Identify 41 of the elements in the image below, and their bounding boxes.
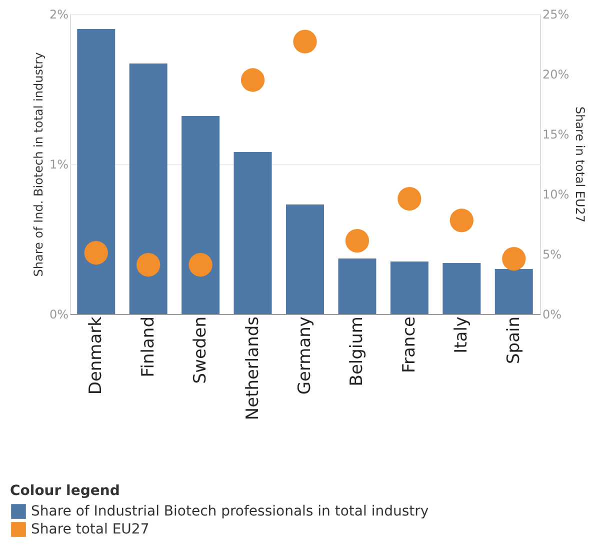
bar — [442, 263, 481, 314]
point — [136, 252, 160, 277]
x-tick-label: Sweden — [190, 316, 211, 384]
y-tick-label: 0% — [49, 308, 68, 322]
y-tick-label: 2% — [49, 8, 68, 22]
legend-title: Colour legend — [10, 483, 120, 499]
x-tick-label: Germany — [295, 316, 315, 395]
x-tick-label: Netherlands — [242, 316, 263, 420]
x-tick-label: Italy — [452, 316, 472, 354]
bar — [494, 269, 533, 314]
y-tick-label: 1% — [49, 158, 68, 172]
y2-tick-label: 5% — [542, 248, 562, 262]
bar — [390, 262, 428, 314]
point — [188, 252, 212, 277]
bar — [234, 152, 272, 314]
legend-label: Share total EU27 — [31, 522, 150, 538]
point — [240, 68, 265, 92]
point — [450, 208, 474, 232]
y2-tick-label: 25% — [542, 8, 570, 22]
bar — [129, 64, 168, 314]
point — [398, 186, 422, 211]
y2-tick-label: 0% — [542, 308, 562, 322]
y-axis-title: Share of Ind. Biotech in total industry — [31, 52, 46, 277]
x-tick-label: France — [399, 316, 420, 374]
point — [502, 246, 526, 271]
x-tick-label: Denmark — [86, 316, 106, 395]
point — [293, 30, 317, 54]
bar — [77, 29, 116, 314]
x-tick-label: Spain — [504, 316, 524, 364]
bar — [338, 258, 376, 314]
legend-label: Share of Industrial Biotech professionals in total industry — [31, 504, 429, 520]
y2-axis-title: Share in total EU27 — [573, 106, 588, 223]
y2-tick-label: 20% — [542, 68, 570, 82]
x-tick-label: Belgium — [347, 316, 368, 386]
y2-tick-label: 10% — [542, 188, 570, 202]
bar — [182, 116, 220, 314]
x-tick-label: Finland — [138, 316, 158, 378]
point — [345, 228, 370, 253]
point — [84, 240, 108, 265]
y2-tick-label: 15% — [542, 128, 570, 142]
bar — [286, 204, 324, 314]
